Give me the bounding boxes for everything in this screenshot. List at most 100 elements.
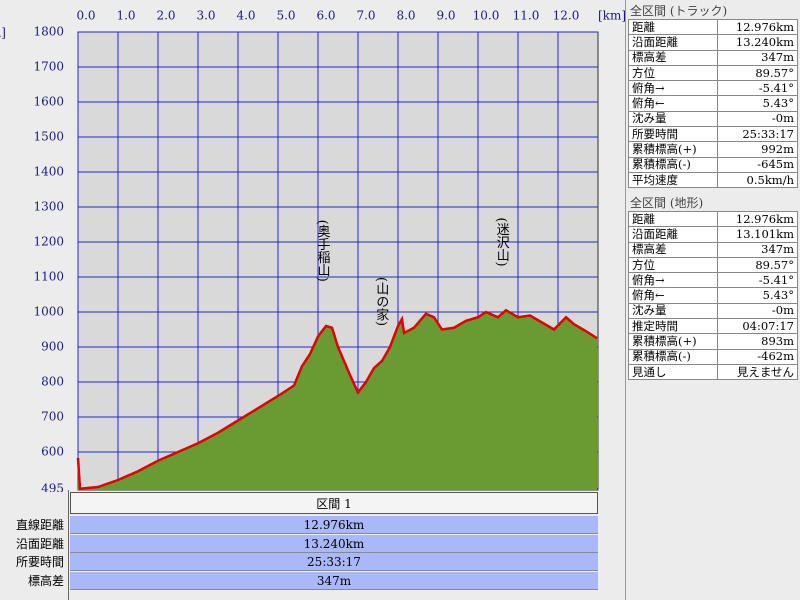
x-tick-label: 2.0 xyxy=(156,9,175,23)
stat-label: 沿面距離 xyxy=(628,34,718,51)
stat-label: 推定時間 xyxy=(628,318,718,335)
x-axis-label: [km] xyxy=(598,9,626,23)
stat-label: 累積標高(+) xyxy=(628,333,718,350)
stat-value: 0.5km/h xyxy=(716,171,798,189)
row-label: 直線距離 xyxy=(15,518,64,532)
x-tick-label: 7.0 xyxy=(356,9,375,23)
stat-value: -5.41° xyxy=(716,80,798,97)
stat-value: 04:07:17 xyxy=(716,318,798,335)
x-tick-label: 6.0 xyxy=(316,9,335,23)
panel-title: 全区間 (トラック) xyxy=(628,3,798,19)
section-title: 区間 1 xyxy=(70,492,598,514)
x-tick-label: 12.0 xyxy=(553,9,580,23)
stats-row: 累積標高(+) 992m xyxy=(628,141,798,158)
stat-value: 5.43° xyxy=(716,95,798,112)
stats-row: 沿面距離 13.240km xyxy=(628,34,798,51)
x-tick-label: 1.0 xyxy=(116,9,135,23)
x-tick-label: 3.0 xyxy=(196,9,215,23)
stat-label: 沿面距離 xyxy=(628,226,718,243)
stats-row: 俯角→ -5.41° xyxy=(628,272,798,289)
x-tick-label: 8.0 xyxy=(396,9,415,23)
stat-value: 347m xyxy=(716,241,798,258)
terrain-area xyxy=(78,310,598,490)
stats-row: 方位 89.57° xyxy=(628,64,798,82)
stat-label: 距離 xyxy=(628,210,718,228)
row-label: 標高差 xyxy=(27,573,64,588)
stats-row: 累積標高(+) 893m xyxy=(628,333,798,350)
row-value: 25:33:17 xyxy=(70,553,598,571)
stat-label: 方位 xyxy=(628,64,718,82)
y-tick-label: 1700 xyxy=(33,60,64,74)
row-value: 347m xyxy=(70,571,598,590)
y-tick-label: 600 xyxy=(41,445,64,459)
stats-table: 距離 12.976km 沿面距離 13.101km 標高差 347m 方位 89.57° 俯角→… xyxy=(628,210,798,381)
stat-label: 累積標高(-) xyxy=(628,156,718,173)
stat-value: -0m xyxy=(716,110,798,128)
stats-row: 距離 12.976km xyxy=(628,18,798,36)
stat-label: 累積標高(+) xyxy=(628,141,718,158)
y-tick-label: 800 xyxy=(41,375,64,389)
stat-label: 所要時間 xyxy=(628,126,718,143)
stats-row: 方位 89.57° xyxy=(628,256,798,274)
separator xyxy=(625,0,626,600)
stat-value: 893m xyxy=(716,333,798,350)
stats-row: 俯角← 5.43° xyxy=(628,287,798,304)
stats-table: 距離 12.976km 沿面距離 13.240km 標高差 347m 方位 89.57° 俯角→… xyxy=(628,18,798,189)
stat-value: -5.41° xyxy=(716,272,798,289)
stat-value: -645m xyxy=(716,156,798,173)
y-tick-label: 1300 xyxy=(33,200,64,214)
stats-row: 沈み量 -0m xyxy=(628,302,798,320)
stats-row: 標高差 347m xyxy=(628,241,798,258)
terrain-panel: 全区間 (地形) 距離 12.976km 沿面距離 13.101km 標高差 347m 方位… xyxy=(628,195,798,381)
stat-value: -462m xyxy=(716,348,798,365)
row-label: 所要時間 xyxy=(15,555,64,569)
stat-label: 沈み量 xyxy=(628,110,718,128)
stat-value: 89.57° xyxy=(716,64,798,82)
x-tick-label: 5.0 xyxy=(276,9,295,23)
x-tick-label: 9.0 xyxy=(436,9,455,23)
panel-title: 全区間 (地形) xyxy=(628,195,798,211)
y-tick-label: 1600 xyxy=(33,95,64,109)
stat-label: 見通し xyxy=(628,363,718,381)
x-tick-label: 11.0 xyxy=(513,9,540,23)
stat-label: 方位 xyxy=(628,256,718,274)
y-axis-label: [m] xyxy=(0,26,6,40)
stat-label: 俯角→ xyxy=(628,80,718,97)
stats-row: 俯角→ -5.41° xyxy=(628,80,798,97)
y-tick-label: 700 xyxy=(41,410,64,424)
stat-value: 347m xyxy=(716,49,798,66)
stat-label: 俯角← xyxy=(628,287,718,304)
stats-row: 沈み量 -0m xyxy=(628,110,798,128)
stat-value: 25:33:17 xyxy=(716,126,798,143)
row-value: 12.976km xyxy=(70,516,598,534)
stat-value: 5.43° xyxy=(716,287,798,304)
stats-row: 見通し 見えません xyxy=(628,363,798,381)
x-tick-label: 10.0 xyxy=(473,9,500,23)
stats-row: 平均速度 0.5km/h xyxy=(628,171,798,189)
y-tick-label: 1400 xyxy=(33,165,64,179)
x-tick-label: 0.0 xyxy=(76,9,95,23)
stat-label: 平均速度 xyxy=(628,171,718,189)
stats-row: 標高差 347m xyxy=(628,49,798,66)
stats-row: 累積標高(-) -462m xyxy=(628,348,798,365)
stat-label: 沈み量 xyxy=(628,302,718,320)
stat-label: 俯角→ xyxy=(628,272,718,289)
y-tick-label: 1500 xyxy=(33,130,64,144)
stat-value: 12.976km xyxy=(716,210,798,228)
stats-row: 俯角← 5.43° xyxy=(628,95,798,112)
stat-label: 標高差 xyxy=(628,49,718,66)
stat-label: 距離 xyxy=(628,18,718,36)
stats-row: 距離 12.976km xyxy=(628,210,798,228)
x-tick-label: 4.0 xyxy=(236,9,255,23)
track-panel: 全区間 (トラック) 距離 12.976km 沿面距離 13.240km 標高差 347m… xyxy=(628,3,798,189)
stat-value: -0m xyxy=(716,302,798,320)
stat-value: 13.240km xyxy=(716,34,798,51)
stat-label: 俯角← xyxy=(628,95,718,112)
stats-row: 推定時間 04:07:17 xyxy=(628,318,798,335)
y-tick-label: 1800 xyxy=(33,25,64,39)
y-tick-label: 495 xyxy=(41,481,64,492)
annotation: (迷沢山) xyxy=(494,217,510,266)
stat-value: 12.976km xyxy=(716,18,798,36)
stat-label: 累積標高(-) xyxy=(628,348,718,365)
